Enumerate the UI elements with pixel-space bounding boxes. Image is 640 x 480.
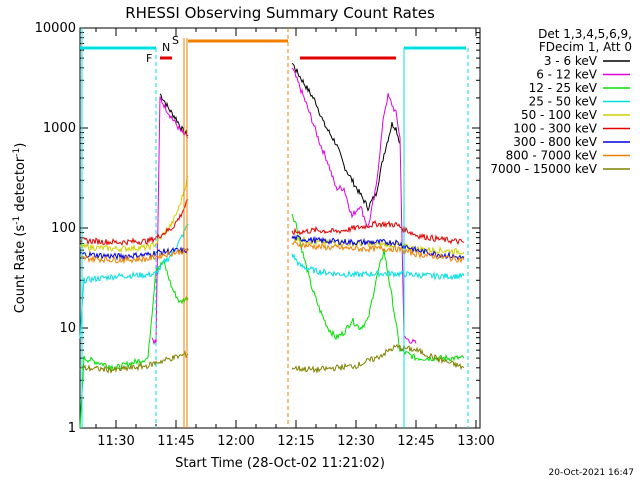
series-line-1 — [291, 67, 417, 344]
status-bars — [80, 39, 466, 60]
x-tick-label: 11:45 — [157, 434, 194, 449]
series-line-0 — [291, 62, 401, 212]
series-line-2 — [79, 258, 189, 429]
x-axis-label: Start Time (28-Oct-02 11:21:02) — [175, 456, 385, 471]
chart-text: 1 10 100 1000 10000 11:30 11:45 12:00 12:15 12:30… — [12, 4, 634, 478]
axis-ticks — [80, 27, 480, 429]
legend-label: 800 - 7000 keV — [506, 149, 598, 163]
y-tick-label: 100 — [51, 221, 76, 236]
x-tick-label: 12:45 — [397, 434, 434, 449]
legend-header-2: FDecim 1, Att 0 — [539, 40, 632, 54]
y-axis-label-part: ) — [13, 143, 28, 148]
series-line-5 — [291, 219, 465, 246]
series-line-3 — [291, 253, 465, 281]
y-axis-label-part: -1 — [12, 148, 22, 157]
plot-frame — [79, 27, 481, 429]
series-line-4 — [291, 234, 465, 256]
legend-label: 100 - 300 keV — [513, 122, 597, 136]
y-tick-label: 1 — [68, 421, 76, 436]
x-tick-label: 13:00 — [457, 434, 494, 449]
plot-border — [79, 27, 481, 429]
series-line-8 — [79, 349, 189, 374]
legend-label: 25 - 50 keV — [529, 95, 598, 109]
legend-label: 50 - 100 keV — [521, 108, 598, 122]
y-axis-label-part: detector — [13, 156, 28, 216]
series-line-8 — [291, 343, 465, 374]
legend-label: 3 - 6 keV — [544, 54, 598, 68]
series-line-7 — [79, 246, 189, 265]
annotation-n: N — [162, 41, 170, 54]
x-tick-label: 12:30 — [337, 434, 374, 449]
series-line-5 — [79, 198, 189, 246]
series-line-4 — [79, 175, 189, 254]
legend-header-1: Det 1,3,4,5,6,9, — [538, 27, 632, 41]
annotation-s: S — [172, 34, 179, 47]
legend-label: 300 - 800 keV — [513, 135, 597, 149]
series-line-0 — [159, 93, 189, 138]
series-line-7 — [291, 240, 465, 264]
legend-label: 6 - 12 keV — [536, 68, 598, 82]
x-tick-label: 11:30 — [97, 434, 134, 449]
legend-label: 12 - 25 keV — [529, 81, 598, 95]
x-tick-label: 12:15 — [277, 434, 314, 449]
generation-timestamp: 20-Oct-2021 16:47 — [549, 468, 634, 478]
y-tick-label: 1000 — [43, 121, 76, 136]
event-markers — [81, 28, 469, 428]
series-line-3 — [79, 223, 189, 339]
legend-label: 7000 - 15000 keV — [490, 162, 597, 176]
x-tick-label: 12:00 — [217, 434, 254, 449]
chart-title: RHESSI Observing Summary Count Rates — [125, 4, 435, 22]
y-tick-label: 10000 — [35, 21, 76, 36]
y-axis-label: Count Rate (s-1 detector-1) — [12, 143, 28, 314]
series-lines — [79, 62, 465, 429]
series-line-1 — [151, 96, 189, 346]
y-axis-label-part: -1 — [12, 216, 22, 225]
y-tick-label: 10 — [59, 321, 76, 336]
series-line-6 — [79, 246, 189, 261]
annotation-f: F — [146, 52, 152, 65]
series-line-6 — [291, 235, 465, 261]
series-line-2 — [291, 213, 465, 363]
y-axis-label-part: Count Rate (s — [13, 225, 28, 314]
